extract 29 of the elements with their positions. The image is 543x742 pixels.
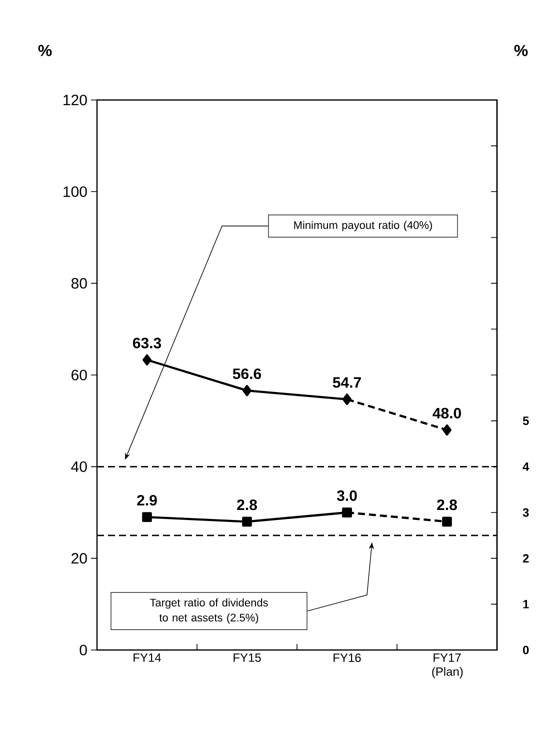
data-label: 54.7 bbox=[332, 377, 361, 388]
y-tick-label: 40 bbox=[71, 461, 87, 472]
y2-tick-label: 2 bbox=[522, 554, 529, 563]
data-label: 2.9 bbox=[137, 494, 157, 506]
data-label: 63.3 bbox=[132, 338, 162, 348]
y-axis-title: % bbox=[38, 44, 52, 56]
y-tick-label: 80 bbox=[71, 278, 87, 289]
y-tick-label: 20 bbox=[72, 553, 87, 564]
x-tick-label: FY16 bbox=[334, 654, 361, 662]
x-tick-label: FY17 (Plan) bbox=[432, 654, 463, 678]
y2-tick-label: 1 bbox=[523, 600, 529, 608]
annotation: Minimum payout ratio (40%) bbox=[294, 220, 432, 232]
y-tick-label: 100 bbox=[64, 186, 87, 197]
data-label: 3.0 bbox=[336, 490, 357, 501]
annotation: Target ratio of dividends to net assets (2.5%) bbox=[150, 598, 268, 624]
y-tick-label: 120 bbox=[64, 94, 87, 106]
data-label: 48.0 bbox=[432, 408, 461, 418]
y2-tick-label: 4 bbox=[522, 462, 530, 471]
data-label: 2.8 bbox=[237, 500, 257, 510]
data-label: 2.8 bbox=[437, 500, 457, 510]
y2-tick-label: 3 bbox=[522, 508, 529, 517]
y2-tick-label: 5 bbox=[522, 416, 529, 426]
x-tick-label: FY15 bbox=[234, 654, 261, 662]
y2-axis-title: % bbox=[514, 44, 528, 56]
y-tick-label: 0 bbox=[80, 644, 87, 656]
y2-tick-label: 0 bbox=[522, 646, 529, 654]
data-label: 56.6 bbox=[232, 368, 262, 380]
x-tick-label: FY14 bbox=[134, 654, 161, 662]
y-tick-label: 60 bbox=[72, 370, 87, 380]
